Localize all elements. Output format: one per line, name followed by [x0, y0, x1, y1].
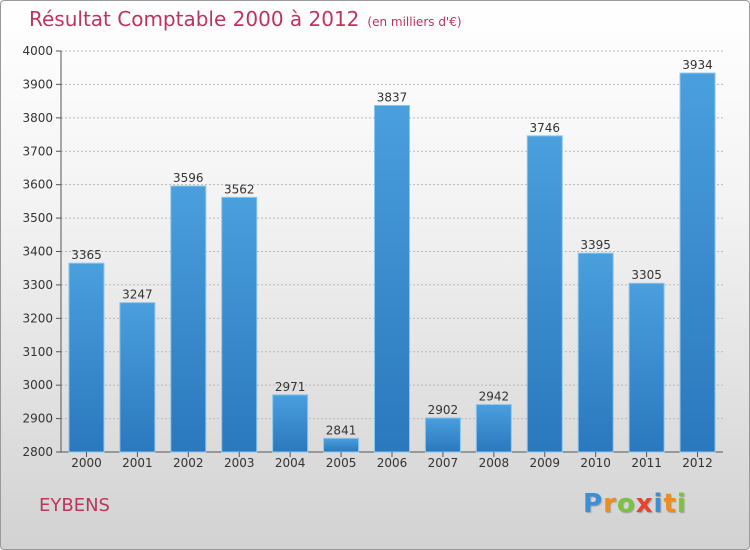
data-label: 3562	[224, 182, 255, 196]
y-tick-label: 3800	[22, 111, 53, 125]
x-tick-label: 2010	[580, 456, 611, 470]
bar	[475, 404, 512, 453]
x-tick-label: 2004	[275, 456, 306, 470]
x-tick-label: 2002	[173, 456, 204, 470]
bar	[577, 252, 614, 453]
data-label: 3837	[377, 90, 408, 104]
x-tick-label: 2012	[682, 456, 713, 470]
x-tick-label: 2001	[122, 456, 153, 470]
chart-subtitle: (en milliers d'€)	[367, 15, 462, 29]
bar	[272, 394, 309, 453]
bar	[424, 417, 461, 453]
y-tick-label: 3300	[22, 278, 53, 292]
logo-letter: t	[663, 489, 677, 519]
bar	[628, 282, 665, 453]
data-label: 2902	[428, 403, 459, 417]
bar	[323, 437, 360, 453]
bar	[119, 302, 156, 453]
logo-letter: i	[653, 489, 664, 519]
x-tick-label: 2009	[529, 456, 560, 470]
bar	[679, 72, 716, 453]
data-label: 3934	[682, 58, 713, 72]
logo-letter: r	[603, 489, 617, 519]
data-label: 3365	[71, 248, 102, 262]
data-label: 3305	[631, 268, 662, 282]
y-tick-label: 3100	[22, 345, 53, 359]
x-tick-label: 2006	[377, 456, 408, 470]
logo-letter: o	[616, 489, 636, 519]
data-label: 3395	[580, 238, 611, 252]
y-tick-label: 2900	[22, 412, 53, 426]
bar	[526, 135, 563, 453]
y-tick-label: 3500	[22, 211, 53, 225]
y-tick-label: 3400	[22, 245, 53, 259]
bar	[221, 196, 258, 453]
y-tick-label: 2800	[22, 445, 53, 459]
bar	[68, 262, 105, 453]
x-tick-label: 2000	[71, 456, 102, 470]
bar	[374, 104, 410, 453]
chart-title: Résultat Comptable 2000 à 2012 (en millie…	[29, 7, 462, 31]
y-tick-label: 3900	[22, 77, 53, 91]
data-label: 2942	[479, 390, 510, 404]
y-tick-label: 3600	[22, 178, 53, 192]
logo-letter: P	[583, 489, 604, 519]
y-tick-label: 3000	[22, 378, 53, 392]
data-label: 3746	[529, 121, 560, 135]
x-tick-label: 2007	[428, 456, 459, 470]
y-tick-label: 3200	[22, 311, 53, 325]
y-tick-label: 4000	[22, 44, 53, 58]
data-label: 3596	[173, 171, 204, 185]
bar	[170, 185, 207, 453]
x-tick-label: 2008	[479, 456, 510, 470]
proxiti-logo: Proxiti	[583, 489, 687, 519]
x-tick-label: 2005	[326, 456, 357, 470]
city-name: EYBENS	[39, 495, 110, 516]
data-label: 2841	[326, 423, 357, 437]
x-tick-label: 2011	[631, 456, 662, 470]
x-tick-label: 2003	[224, 456, 255, 470]
y-tick-label: 3700	[22, 144, 53, 158]
data-label: 2971	[275, 380, 306, 394]
data-label: 3247	[122, 288, 153, 302]
chart-title-text: Résultat Comptable 2000 à 2012	[29, 7, 360, 31]
logo-letter: x	[635, 489, 654, 519]
logo-letter: i	[676, 489, 687, 519]
